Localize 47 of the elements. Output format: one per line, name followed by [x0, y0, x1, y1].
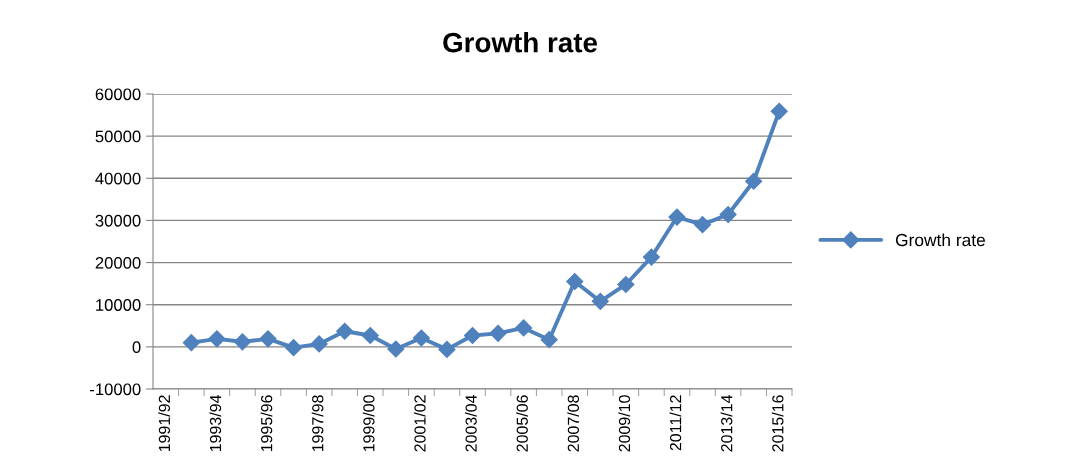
point	[642, 248, 660, 266]
point	[591, 292, 609, 310]
legend-label: Growth rate	[895, 233, 985, 247]
x-tick-label: 1997/98	[311, 395, 324, 452]
x-tick-label: 2011/12	[669, 395, 682, 451]
y-tick-label: 20000	[95, 256, 141, 269]
point	[336, 322, 354, 340]
point	[540, 331, 558, 349]
x-tick-label: 2005/06	[516, 395, 528, 452]
y-tick-label: 60000	[95, 88, 141, 101]
point	[233, 333, 252, 351]
y-tick-label: 40000	[95, 172, 141, 185]
y-tick-label: 30000	[95, 214, 141, 227]
x-tick-label: 2013/14	[720, 395, 733, 452]
point	[182, 334, 200, 352]
point	[668, 208, 686, 226]
x-tick-label: 2001/02	[413, 395, 426, 452]
point	[489, 324, 507, 342]
y-tick-label: -10000	[90, 383, 141, 396]
point	[463, 326, 482, 345]
chart-title: Growth rate	[443, 32, 597, 53]
point	[719, 205, 737, 224]
x-tick-label: 1995/96	[260, 395, 273, 452]
point	[693, 216, 712, 234]
point	[310, 335, 328, 353]
point	[617, 275, 635, 294]
point	[259, 330, 277, 348]
point	[566, 272, 584, 291]
point	[285, 339, 303, 357]
y-tick-label: 50000	[95, 130, 141, 143]
point	[515, 319, 533, 337]
point	[438, 340, 456, 358]
x-tick-label: 2015/16	[771, 395, 784, 452]
x-tick-label: 1999/00	[362, 395, 375, 452]
point	[745, 172, 763, 190]
point	[770, 102, 788, 120]
x-tick-label: 2007/08	[567, 395, 580, 452]
x-tick-label: 1991/92	[158, 395, 171, 452]
point	[387, 340, 405, 358]
y-tick-label: 0	[132, 341, 141, 354]
x-tick-label: 2003/04	[465, 395, 477, 452]
point	[361, 326, 379, 345]
point	[208, 330, 226, 348]
y-tick-label: 10000	[96, 299, 141, 311]
x-tick-label: 1993/94	[209, 395, 222, 452]
point	[412, 329, 430, 347]
x-tick-label: 2009/10	[618, 395, 631, 452]
